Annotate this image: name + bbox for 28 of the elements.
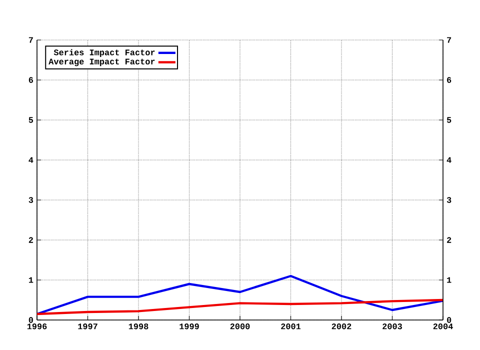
y-tick-label: 5 [28, 117, 34, 123]
y-tick-label: 4 [28, 157, 34, 163]
x-tick-label: 2000 [230, 324, 250, 330]
x-tick-label: 2003 [382, 324, 402, 330]
x-tick-label: 1999 [180, 324, 199, 330]
y2-tick-label: 7 [447, 37, 452, 43]
y2-tick-label: 1 [447, 277, 452, 283]
y2-tick-label: 6 [447, 77, 452, 83]
y-tick-label: 1 [28, 277, 34, 283]
y-tick-label: 2 [28, 237, 33, 243]
x-tick-label: 2004 [433, 324, 453, 330]
legend-label: Series Impact Factor [54, 49, 155, 57]
line-series [37, 274, 444, 316]
y2-tick-label: 3 [446, 197, 452, 203]
y2-tick-label: 2 [447, 237, 452, 243]
y2-tick-label: 0 [447, 317, 452, 323]
y-tick-label: 3 [28, 197, 34, 203]
x-tick-label: 2002 [332, 324, 352, 330]
y2-tick-label: 4 [446, 157, 452, 163]
x-tick-label: 2001 [281, 324, 301, 330]
y-tick-label: 7 [28, 37, 33, 43]
legend-label: Average Impact Factor [48, 58, 155, 66]
y-tick-label: 0 [28, 317, 33, 323]
x-tick-label: 1996 [27, 324, 47, 330]
x-tick-label: 1998 [128, 324, 148, 330]
x-tick-label: 1997 [78, 324, 98, 330]
y2-tick-label: 5 [446, 117, 452, 123]
y-tick-label: 6 [28, 77, 34, 83]
